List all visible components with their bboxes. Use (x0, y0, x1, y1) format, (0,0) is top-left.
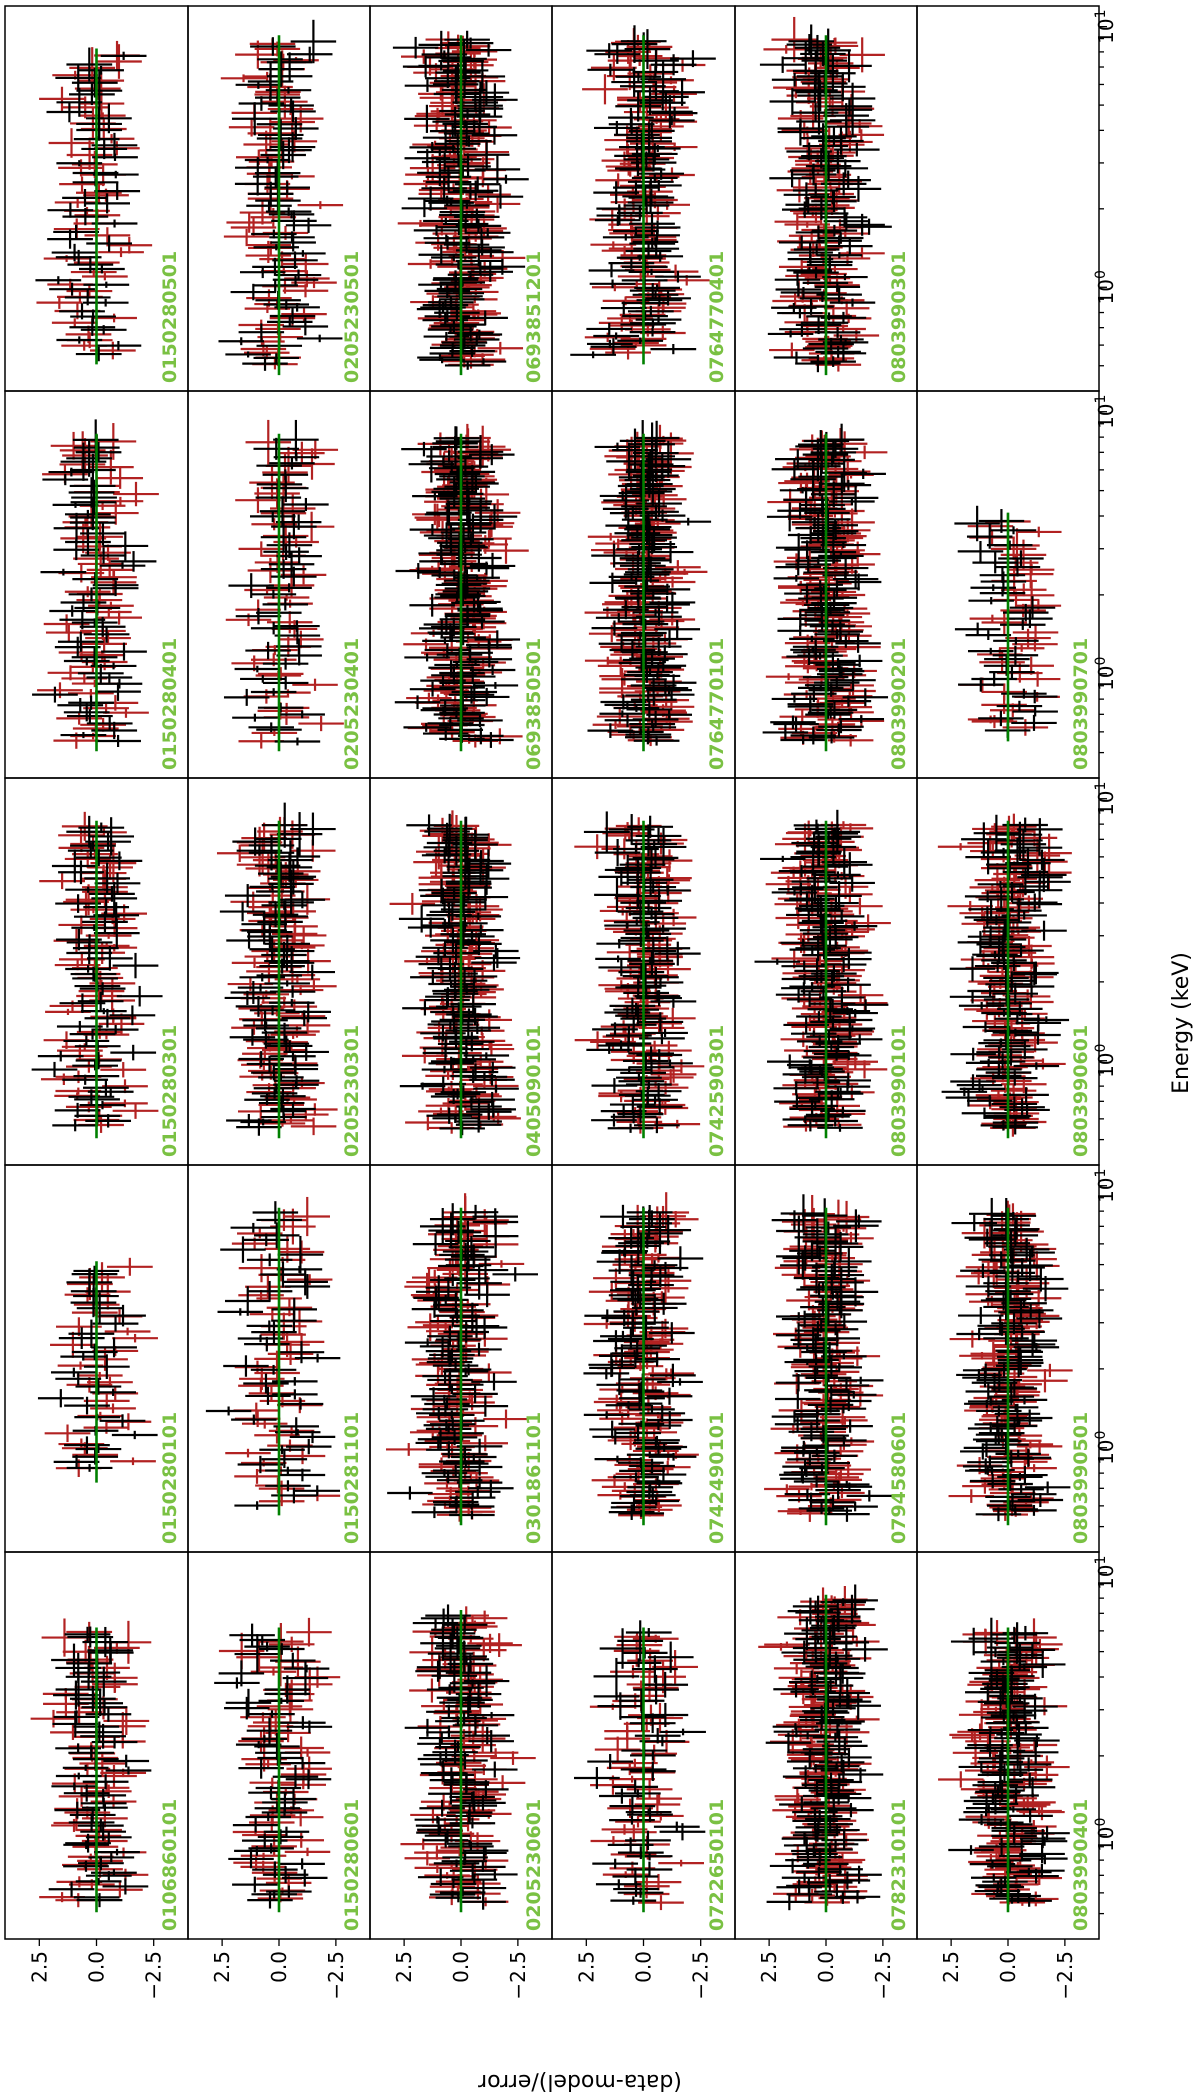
panel-0205230501: 0205230501 (218, 19, 363, 383)
obsid-label: 0106860101 (159, 1799, 181, 1931)
obsid-label: 0150280501 (159, 251, 181, 383)
panel-0742590301: 0742590301 (574, 811, 728, 1157)
obsid-label: 0693850501 (523, 638, 545, 770)
panel-0205230601: 0205230601 (400, 1604, 545, 1931)
panel-0693850501: 0693850501 (394, 423, 545, 770)
obsid-label: 0205230401 (341, 638, 363, 770)
obsid-label: 0205230501 (341, 251, 363, 383)
obsid-label: 0693851201 (523, 251, 545, 383)
obsid-label: 0405090101 (523, 1025, 545, 1157)
panel-0301861101: 0301861101 (385, 1193, 545, 1544)
panel-0150280401: 0150280401 (32, 419, 181, 770)
panel-0150280501: 0150280501 (35, 40, 181, 383)
panel-0742490101: 0742490101 (583, 1192, 728, 1544)
obsid-label: 0742490101 (706, 1412, 728, 1544)
panel-0693851201: 0693851201 (392, 30, 545, 383)
obsid-label: 0205230601 (523, 1799, 545, 1931)
panel-0722650101: 0722650101 (574, 1620, 728, 1931)
panel-0205230401: 0205230401 (223, 419, 363, 770)
obsid-label: 0150280101 (159, 1412, 181, 1544)
obsid-label: 0205230301 (341, 1025, 363, 1157)
obsid-label: 0150281101 (341, 1412, 363, 1544)
panel-0150280101: 0150280101 (37, 1257, 181, 1544)
obsid-label: 0722650101 (706, 1799, 728, 1931)
panel-0106860101: 0106860101 (30, 1618, 181, 1931)
panel-0150280601: 0150280601 (214, 1617, 363, 1931)
obsid-label: 0301861101 (523, 1412, 545, 1544)
panel-0405090101: 0405090101 (389, 810, 545, 1157)
obsid-label: 0150280601 (341, 1799, 363, 1931)
panel-0150281101: 0150281101 (205, 1196, 363, 1544)
panel-0205230301: 0205230301 (216, 802, 363, 1157)
panel-grid: 0106860101 0150280101 0150280301 0150280401… (4, 5, 1100, 1940)
obsid-label: 0150280301 (159, 1025, 181, 1157)
panel-0150280301: 0150280301 (31, 811, 181, 1157)
obsid-label: 0150280401 (159, 638, 181, 770)
